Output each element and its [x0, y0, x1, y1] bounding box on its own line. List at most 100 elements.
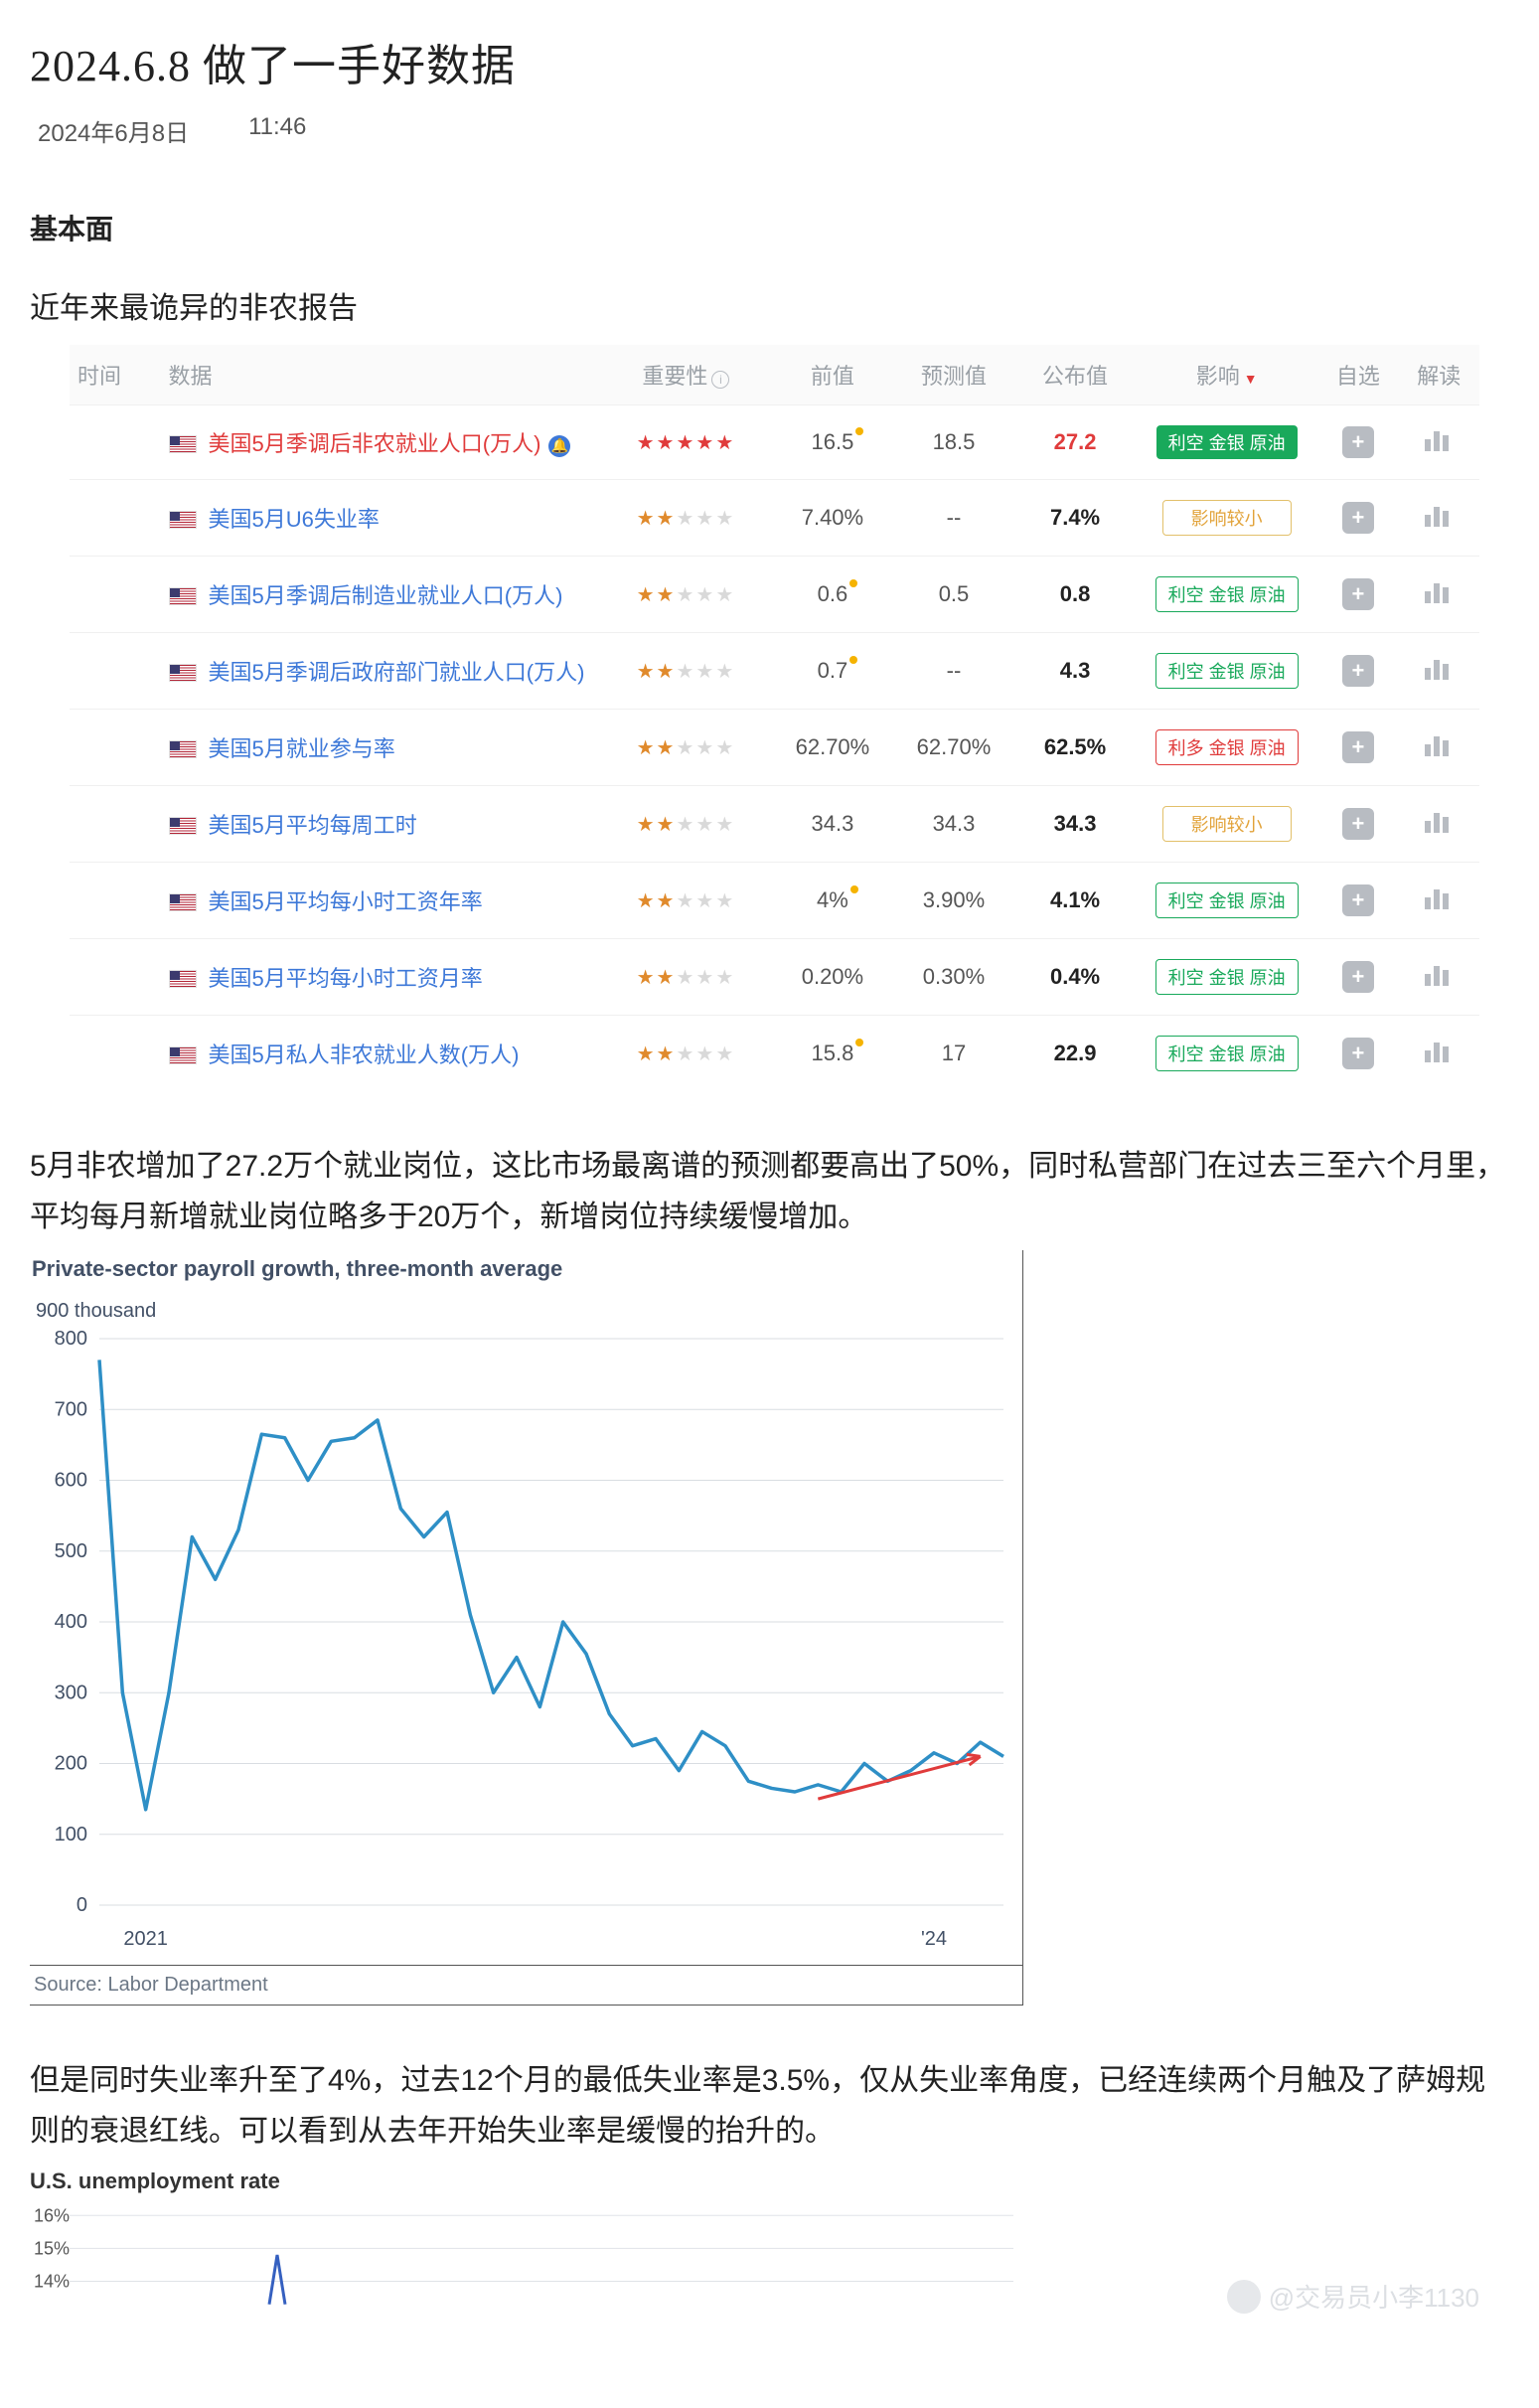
importance-stars: ★★★★★ [637, 584, 736, 606]
published-value: 62.5% [1044, 734, 1106, 759]
forecast-value: 0.30% [893, 939, 1014, 1016]
body-paragraph: 但是同时失业率升至了4%，过去12个月的最低失业率是3.5%，仅从失业率角度，已… [30, 2055, 1509, 2157]
table-row: 美国5月季调后非农就业人口(万人) 🔔 ★★★★★ 16.5 18.5 27.2 利空 金银… [70, 405, 1479, 480]
add-favorite-button[interactable]: + [1342, 884, 1374, 916]
table-row: 美国5月季调后制造业就业人口(万人)★★★★★0.60.50.8利空 金银 原油… [70, 557, 1479, 633]
add-favorite-button[interactable]: + [1342, 1038, 1374, 1069]
prev-value: 16.5 [812, 429, 854, 455]
us-flag-icon [169, 970, 197, 988]
payroll-chart-svg: 01002003004005006007008002021'24 [30, 1329, 1023, 1965]
prev-value: 7.40% [802, 505, 863, 530]
chart-subtitle: 900 thousand [30, 1288, 1022, 1329]
data-name-link[interactable]: 美国5月平均每小时工资年率 [209, 889, 483, 914]
info-icon[interactable]: i [711, 371, 729, 389]
forecast-value: 18.5 [893, 405, 1014, 480]
col-interp[interactable]: 解读 [1399, 345, 1479, 405]
importance-stars: ★★★★★ [637, 661, 736, 683]
prev-value: 0.7 [818, 658, 848, 684]
chart-icon[interactable] [1425, 427, 1453, 451]
add-favorite-button[interactable]: + [1342, 426, 1374, 458]
col-published[interactable]: 公布值 [1014, 345, 1136, 405]
forecast-value: 0.5 [893, 557, 1014, 633]
svg-text:100: 100 [55, 1824, 87, 1846]
col-data[interactable]: 数据 [161, 345, 600, 405]
col-importance[interactable]: 重要性i [600, 345, 772, 405]
add-favorite-button[interactable]: + [1342, 502, 1374, 534]
importance-stars: ★★★★★ [637, 432, 736, 454]
subheading: 近年来最诡异的非农报告 [30, 283, 1509, 327]
add-favorite-button[interactable]: + [1342, 808, 1374, 840]
meta-row: 2024年6月8日 11:46 [30, 113, 1509, 148]
prev-value: 62.70% [796, 734, 870, 759]
svg-text:500: 500 [55, 1540, 87, 1562]
economic-table-wrap: 时间 数据 重要性i 前值 预测值 公布值 影响▼ 自选 解读 美国5月季调后非… [30, 345, 1509, 1091]
svg-text:'24: '24 [921, 1928, 947, 1950]
chart-icon[interactable] [1425, 809, 1453, 833]
watermark: @交易员小李1130 [30, 2278, 1509, 2315]
data-name-link[interactable]: 美国5月就业参与率 [209, 736, 395, 761]
data-name-link[interactable]: 美国5月平均每周工时 [209, 813, 417, 838]
svg-text:0: 0 [77, 1894, 87, 1916]
col-fav[interactable]: 自选 [1317, 345, 1398, 405]
importance-stars: ★★★★★ [637, 508, 736, 530]
us-flag-icon [169, 1046, 197, 1064]
chart-icon[interactable] [1425, 579, 1453, 603]
prev-value: 0.6 [818, 581, 848, 607]
chart-icon[interactable] [1425, 656, 1453, 680]
svg-text:600: 600 [55, 1470, 87, 1492]
published-value: 4.1% [1050, 887, 1100, 912]
data-name-link[interactable]: 美国5月平均每小时工资月率 [209, 966, 483, 991]
impact-tag: 利空 金银 原油 [1156, 425, 1298, 459]
chart-icon[interactable] [1425, 732, 1453, 756]
chart-icon[interactable] [1425, 885, 1453, 909]
add-favorite-button[interactable]: + [1342, 655, 1374, 687]
published-value: 7.4% [1050, 505, 1100, 530]
svg-text:800: 800 [55, 1329, 87, 1350]
sort-caret-icon[interactable]: ▼ [1244, 371, 1258, 387]
col-time[interactable]: 时间 [70, 345, 161, 405]
post-date: 2024年6月8日 [38, 113, 189, 148]
forecast-value: 3.90% [893, 863, 1014, 939]
svg-text:16%: 16% [34, 2205, 70, 2225]
prev-value: 34.3 [812, 811, 854, 836]
svg-text:700: 700 [55, 1398, 87, 1420]
page-title: 2024.6.8 做了一手好数据 [30, 30, 1509, 93]
chart-title: U.S. unemployment rate [30, 2165, 1023, 2198]
impact-tag: 利空 金银 原油 [1155, 883, 1299, 918]
importance-stars: ★★★★★ [637, 967, 736, 989]
col-impact[interactable]: 影响▼ [1136, 345, 1317, 405]
col-prev[interactable]: 前值 [772, 345, 893, 405]
impact-tag: 影响较小 [1162, 500, 1292, 536]
published-value: 34.3 [1054, 811, 1097, 836]
table-row: 美国5月私人非农就业人数(万人)★★★★★15.81722.9利空 金银 原油+ [70, 1016, 1479, 1092]
forecast-value: 62.70% [893, 710, 1014, 786]
prev-value: 0.20% [802, 964, 863, 989]
chart-icon[interactable] [1425, 503, 1453, 527]
us-flag-icon [169, 817, 197, 835]
data-name-link[interactable]: 美国5月U6失业率 [209, 507, 380, 532]
published-value: 22.9 [1054, 1041, 1097, 1065]
col-forecast[interactable]: 预测值 [893, 345, 1014, 405]
data-name-link[interactable]: 美国5月季调后非农就业人口(万人) [209, 431, 541, 456]
prev-value: 4% [817, 887, 848, 913]
chart-icon[interactable] [1425, 1039, 1453, 1062]
post-time: 11:46 [248, 113, 306, 148]
svg-text:2021: 2021 [123, 1928, 168, 1950]
forecast-value: 17 [893, 1016, 1014, 1092]
published-value: 0.8 [1060, 581, 1091, 606]
table-row: 美国5月季调后政府部门就业人口(万人)★★★★★0.7--4.3利空 金银 原油… [70, 633, 1479, 710]
add-favorite-button[interactable]: + [1342, 961, 1374, 993]
chart-icon[interactable] [1425, 962, 1453, 986]
published-value: 27.2 [1054, 429, 1097, 454]
add-favorite-button[interactable]: + [1342, 578, 1374, 610]
alert-icon[interactable]: 🔔 [548, 435, 570, 457]
data-name-link[interactable]: 美国5月季调后政府部门就业人口(万人) [209, 660, 585, 685]
data-name-link[interactable]: 美国5月季调后制造业就业人口(万人) [209, 583, 563, 608]
forecast-value: -- [893, 633, 1014, 710]
data-name-link[interactable]: 美国5月私人非农就业人数(万人) [209, 1043, 520, 1067]
impact-tag: 影响较小 [1162, 806, 1292, 842]
impact-tag: 利空 金银 原油 [1155, 959, 1299, 995]
add-favorite-button[interactable]: + [1342, 731, 1374, 763]
us-flag-icon [169, 740, 197, 758]
watermark-avatar-icon [1227, 2280, 1261, 2314]
